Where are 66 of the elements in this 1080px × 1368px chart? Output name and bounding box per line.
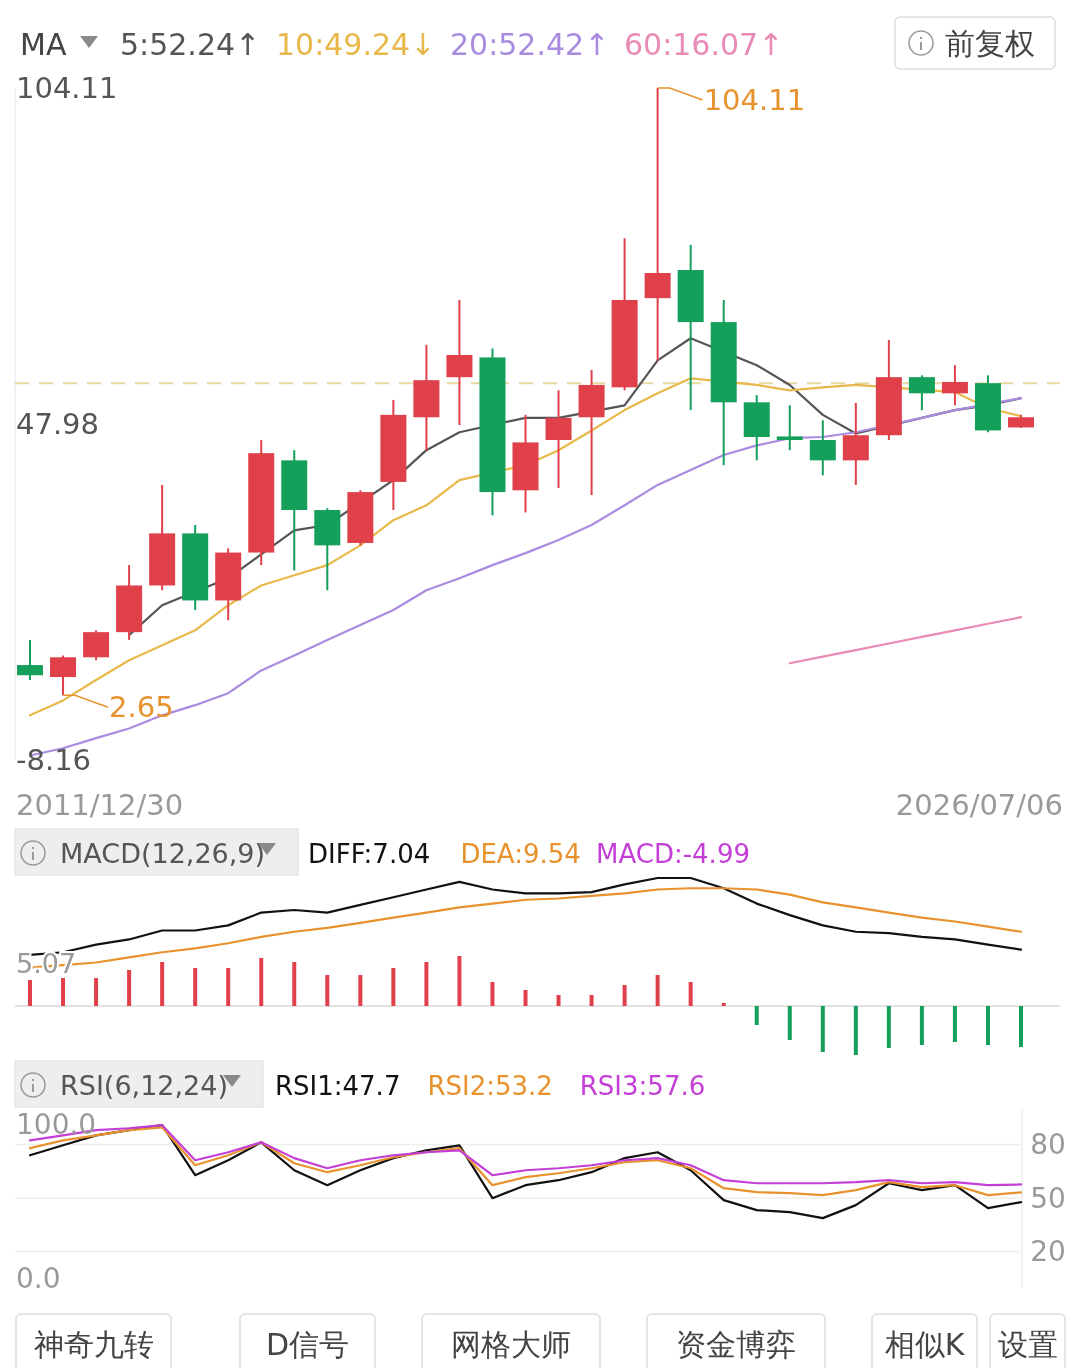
annotation: 2.65 (109, 690, 174, 725)
bar (721, 1003, 726, 1006)
series-label: RSI2:53.2 (427, 1071, 553, 1101)
bar (127, 970, 132, 1006)
bar (754, 1006, 759, 1025)
text: 5:52.24↑ (120, 27, 261, 62)
text: 网格大师 (451, 1327, 571, 1362)
bar (490, 982, 495, 1006)
bar (193, 968, 198, 1006)
candlestick (644, 87, 671, 362)
bar (325, 975, 330, 1006)
bar (1019, 1006, 1023, 1047)
bar (61, 978, 66, 1006)
bar (226, 968, 231, 1006)
y-tick-label: 104.11 (16, 71, 118, 106)
bar (391, 968, 396, 1006)
text: 10:49.24↓ (276, 27, 436, 62)
series-label: RSI1:47.7 (275, 1071, 401, 1101)
series-label: DIFF:7.04 (308, 839, 431, 869)
bar (94, 978, 99, 1006)
bar (886, 1006, 891, 1048)
text: RSI3:57.6 (579, 1071, 706, 1101)
bar (259, 958, 264, 1006)
bar (820, 1006, 825, 1052)
series-label: DEA:9.54 (460, 839, 581, 869)
bar (523, 990, 528, 1006)
text: 相似K (884, 1327, 966, 1362)
y-tick-label: -8.16 (16, 743, 92, 778)
text: 前复权 (945, 26, 1035, 61)
bar (160, 962, 165, 1006)
annotation: 100.0 (16, 1107, 97, 1141)
text: 设置 (997, 1327, 1058, 1362)
candlestick (776, 404, 803, 452)
text: 资金博弈 (676, 1327, 796, 1362)
bar (358, 975, 363, 1006)
y-tick-label: 50 (1030, 1181, 1066, 1215)
bar (952, 1006, 957, 1042)
bar (457, 956, 462, 1006)
bar (589, 995, 594, 1006)
annotation: 104.11 (703, 83, 806, 118)
bar (28, 980, 32, 1006)
bar (853, 1006, 858, 1055)
bar (556, 995, 561, 1006)
text: 20:52.42↑ (450, 27, 610, 62)
text: D信号 (265, 1327, 350, 1362)
bar (622, 985, 627, 1006)
chart-title: MACD(12,26,9) (60, 838, 266, 869)
text: 60:16.07↑ (624, 27, 784, 62)
annotation: 0.0 (16, 1261, 61, 1295)
bar (985, 1006, 990, 1045)
y-tick-label: 47.98 (16, 407, 100, 442)
text: 2026/07/06 (895, 788, 1063, 823)
bar (424, 962, 429, 1006)
bar (292, 962, 297, 1006)
text: 神奇九转 (33, 1327, 154, 1362)
bar (787, 1006, 792, 1040)
bar (919, 1006, 924, 1045)
y-tick-label: 80 (1030, 1128, 1066, 1162)
bar (688, 982, 693, 1006)
text: 2011/12/30 (16, 788, 184, 823)
text: MACD:-4.99 (596, 839, 750, 869)
legend-title: MA (20, 27, 67, 62)
bar (655, 975, 660, 1006)
chart-title: RSI(6,12,24) (60, 1070, 228, 1101)
y-tick-label: 20 (1030, 1235, 1066, 1269)
line-series (788, 616, 1023, 665)
